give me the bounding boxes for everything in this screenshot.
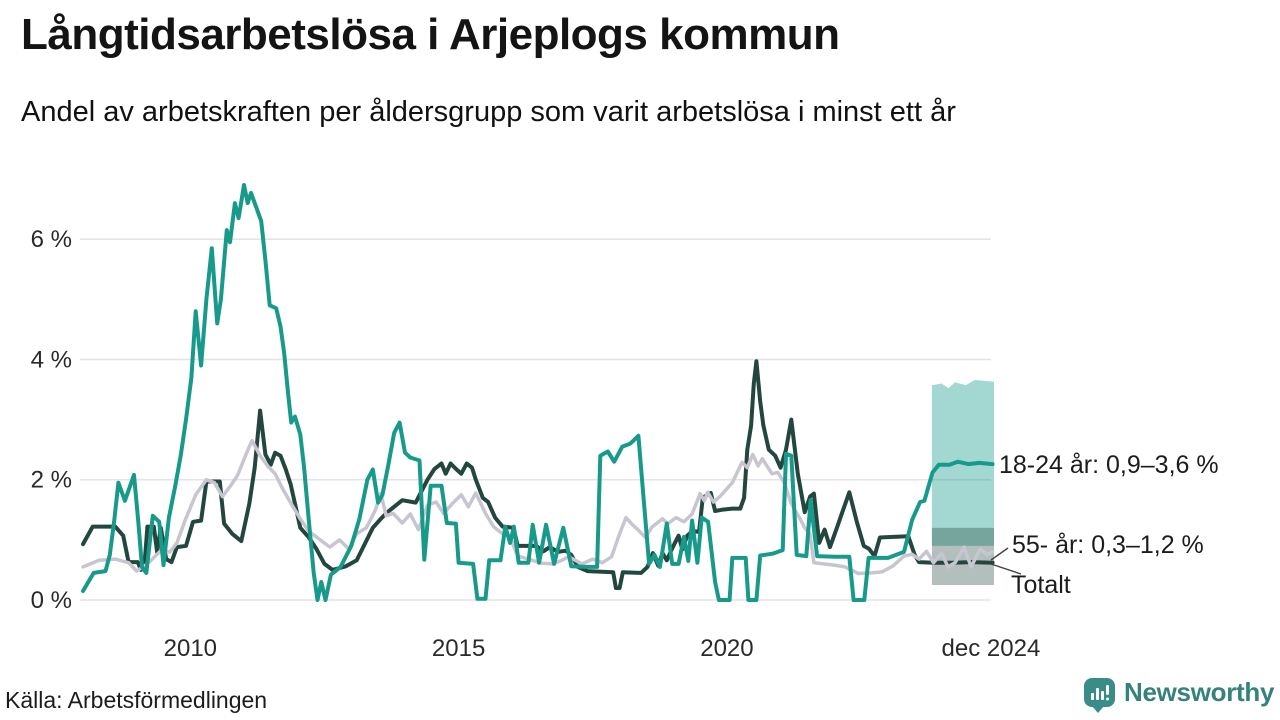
bar-chart-glyph <box>1091 685 1109 701</box>
x-tick-label: dec 2024 <box>942 635 1041 662</box>
newsworthy-icon <box>1084 678 1115 713</box>
series-line-18-24 <box>81 183 995 602</box>
leader-line-1 <box>990 563 1022 575</box>
page-subtitle: Andel av arbetskraften per åldersgrupp s… <box>21 96 956 128</box>
y-tick-label: 2 % <box>31 467 72 494</box>
series-line-total <box>81 438 995 576</box>
annotation-totalt: Totalt <box>1011 571 1071 599</box>
y-tick-label: 4 % <box>31 346 72 373</box>
annotation-18-24: 18-24 år: 0,9–3,6 % <box>999 451 1219 479</box>
x-tick-label: 2015 <box>432 635 485 662</box>
band-range-55 <box>931 527 994 585</box>
y-tick-label: 0 % <box>31 587 72 614</box>
source-credit: Källa: Arbetsförmedlingen <box>5 687 268 713</box>
annotation-55: 55- år: 0,3–1,2 % <box>1012 531 1204 559</box>
x-tick-label: 2020 <box>700 635 753 662</box>
x-tick-label: 2010 <box>164 635 217 662</box>
page-title: Långtidsarbetslösa i Arjeplogs kommun <box>21 10 840 59</box>
y-tick-label: 6 % <box>31 226 72 253</box>
leader-line-0 <box>990 547 1009 561</box>
brand-name: Newsworthy <box>1124 677 1275 707</box>
brand-logo: Newsworthy <box>1084 677 1275 713</box>
